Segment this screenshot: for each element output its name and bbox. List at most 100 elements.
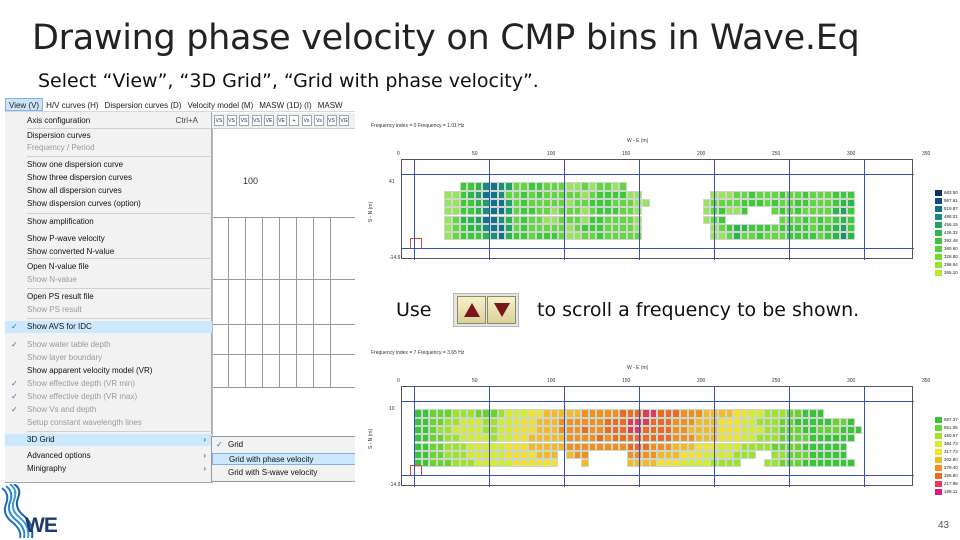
- heatmap-cell[interactable]: [490, 459, 498, 468]
- heatmap-cell[interactable]: [604, 215, 612, 224]
- heatmap-cell[interactable]: [634, 207, 642, 216]
- heatmap-cell[interactable]: [626, 459, 635, 468]
- menu-item[interactable]: Show apparent velocity model (VR): [5, 365, 212, 377]
- heatmap-cell[interactable]: [619, 442, 627, 451]
- heatmap-cell[interactable]: [520, 190, 528, 199]
- heatmap-cell[interactable]: [664, 434, 673, 443]
- heatmap-cell[interactable]: [459, 425, 468, 435]
- heatmap-cell[interactable]: [459, 198, 468, 208]
- menu-item[interactable]: ✓ Show water table depth: [5, 339, 212, 351]
- heatmap-cell[interactable]: [702, 442, 711, 451]
- heatmap-cell[interactable]: [740, 417, 749, 426]
- heatmap-cell[interactable]: [839, 434, 848, 443]
- heatmap-cell[interactable]: [535, 232, 544, 241]
- heatmap-cell[interactable]: [680, 417, 688, 426]
- menu-item[interactable]: Setup constant wavelength lines: [5, 417, 212, 429]
- heatmap-cell[interactable]: [429, 409, 437, 418]
- heatmap-cell[interactable]: [725, 450, 734, 460]
- heatmap-cell[interactable]: [573, 409, 582, 418]
- heatmap-cell[interactable]: [718, 223, 726, 233]
- heatmap-cell[interactable]: [839, 215, 848, 224]
- heatmap-cell[interactable]: [794, 450, 802, 460]
- heatmap-cell[interactable]: [512, 425, 521, 435]
- heatmap-cell[interactable]: [452, 190, 460, 199]
- menu-item[interactable]: Show layer boundary: [5, 352, 212, 364]
- heatmap-cell[interactable]: [816, 409, 825, 418]
- heatmap-cell[interactable]: [505, 190, 513, 199]
- heatmap-cell[interactable]: [687, 409, 696, 418]
- heatmap-cell[interactable]: [748, 417, 756, 426]
- heatmap-cell[interactable]: [505, 215, 513, 224]
- heatmap-cell[interactable]: [566, 417, 574, 426]
- heatmap-cell[interactable]: [444, 207, 452, 216]
- heatmap-cell[interactable]: [657, 417, 665, 426]
- heatmap-cell[interactable]: [558, 442, 566, 451]
- menu-item[interactable]: Show three dispersion curves: [5, 172, 212, 184]
- heatmap-cell[interactable]: [459, 190, 468, 199]
- heatmap-cell[interactable]: [421, 442, 430, 451]
- heatmap-cell[interactable]: [847, 190, 855, 199]
- heatmap-cell[interactable]: [649, 459, 658, 468]
- submenu-item[interactable]: Grid with phase velocity: [212, 453, 355, 465]
- heatmap-cell[interactable]: [801, 232, 810, 241]
- heatmap-cell[interactable]: [452, 450, 460, 460]
- heatmap-cell[interactable]: [626, 417, 635, 426]
- heatmap-cell[interactable]: [626, 190, 635, 199]
- heatmap-cell[interactable]: [505, 450, 513, 460]
- heatmap-cell[interactable]: [771, 417, 779, 426]
- heatmap-cell[interactable]: [824, 434, 832, 443]
- heatmap-cell[interactable]: [611, 190, 620, 199]
- heatmap-cell[interactable]: [421, 425, 430, 435]
- heatmap-cell[interactable]: [543, 190, 551, 199]
- heatmap-cell[interactable]: [794, 442, 802, 451]
- heatmap-cell[interactable]: [801, 215, 810, 224]
- heatmap-cell[interactable]: [763, 425, 772, 435]
- heatmap-cell[interactable]: [543, 434, 551, 443]
- heatmap-cell[interactable]: [687, 434, 696, 443]
- heatmap-cell[interactable]: [535, 215, 544, 224]
- heatmap-cell[interactable]: [444, 223, 452, 233]
- menu-item[interactable]: ✓ Show Vs and depth: [5, 404, 212, 416]
- heatmap-cell[interactable]: [619, 434, 627, 443]
- heatmap-cell[interactable]: [543, 425, 551, 435]
- heatmap-cell[interactable]: [733, 417, 741, 426]
- heatmap-cell[interactable]: [436, 450, 445, 460]
- heatmap-cell[interactable]: [436, 442, 445, 451]
- heatmap-cell[interactable]: [558, 434, 566, 443]
- heatmap-cell[interactable]: [512, 417, 521, 426]
- heatmap-cell[interactable]: [816, 434, 825, 443]
- heatmap-cell[interactable]: [543, 417, 551, 426]
- heatmap-cell[interactable]: [763, 198, 772, 208]
- heatmap-cell[interactable]: [573, 442, 582, 451]
- heatmap-cell[interactable]: [619, 232, 627, 241]
- heatmap-cell[interactable]: [634, 232, 642, 241]
- heatmap-cell[interactable]: [771, 190, 779, 199]
- menu-item[interactable]: Open PS result file: [5, 291, 212, 303]
- heatmap-cell[interactable]: [543, 215, 551, 224]
- heatmap-cell[interactable]: [756, 417, 764, 426]
- heatmap-cell[interactable]: [809, 207, 817, 216]
- heatmap-cell[interactable]: [566, 207, 574, 216]
- heatmap-cell[interactable]: [680, 442, 688, 451]
- heatmap-cell[interactable]: [429, 425, 437, 435]
- heatmap-cell[interactable]: [702, 409, 711, 418]
- heatmap-cell[interactable]: [672, 434, 680, 443]
- heatmap-cell[interactable]: [467, 442, 475, 451]
- heatmap-cell[interactable]: [634, 409, 642, 418]
- heatmap-cell[interactable]: [512, 215, 521, 224]
- heatmap-cell[interactable]: [687, 450, 696, 460]
- heatmap-cell[interactable]: [847, 425, 855, 435]
- heatmap-cell[interactable]: [596, 190, 604, 199]
- heatmap-cell[interactable]: [444, 450, 452, 460]
- submenu-item[interactable]: Grid with S-wave velocity: [212, 467, 355, 479]
- heatmap-cell[interactable]: [664, 409, 673, 418]
- heatmap-cell[interactable]: [505, 417, 513, 426]
- heatmap-cell[interactable]: [581, 198, 589, 208]
- toolbar-button[interactable]: VS: [214, 115, 224, 126]
- heatmap-cell[interactable]: [474, 417, 483, 426]
- heatmap-cell[interactable]: [763, 232, 772, 241]
- heatmap-cell[interactable]: [452, 223, 460, 233]
- heatmap-cell[interactable]: [566, 434, 574, 443]
- heatmap-cell[interactable]: [642, 198, 650, 208]
- heatmap-cell[interactable]: [467, 215, 475, 224]
